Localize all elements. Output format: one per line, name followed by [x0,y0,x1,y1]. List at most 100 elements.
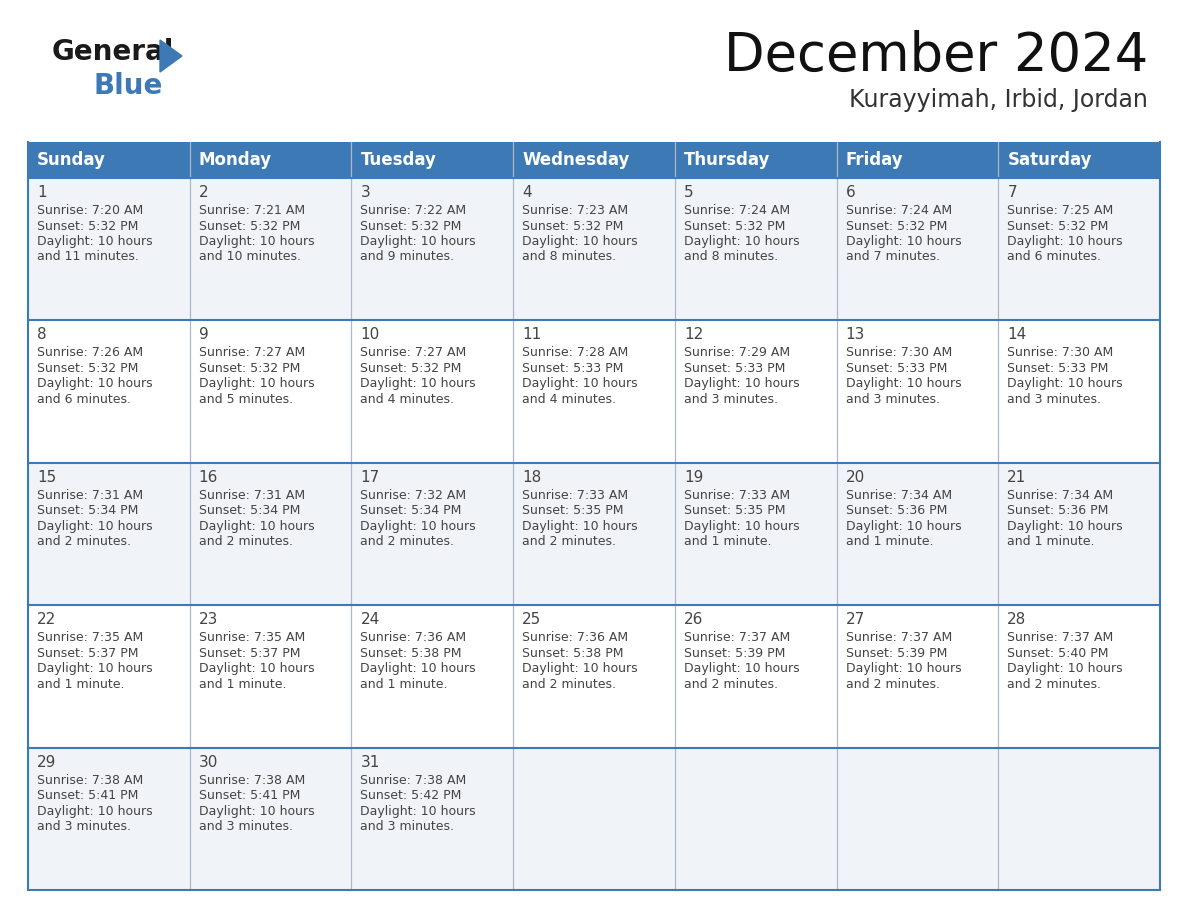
Bar [29,747,1159,890]
Text: 28: 28 [1007,612,1026,627]
Text: Daylight: 10 hours: Daylight: 10 hours [37,804,152,818]
Text: and 1 minute.: and 1 minute. [360,677,448,690]
Text: Sunrise: 7:34 AM: Sunrise: 7:34 AM [846,488,952,502]
Text: 24: 24 [360,612,380,627]
Text: Sunset: 5:32 PM: Sunset: 5:32 PM [846,219,947,232]
Text: and 3 minutes.: and 3 minutes. [684,393,778,406]
Text: 17: 17 [360,470,380,485]
Text: Sunset: 5:39 PM: Sunset: 5:39 PM [846,646,947,660]
Text: 23: 23 [198,612,219,627]
Bar [29,142,1159,178]
Text: and 1 minute.: and 1 minute. [684,535,771,548]
Text: Tuesday: Tuesday [360,151,436,169]
Text: Sunset: 5:34 PM: Sunset: 5:34 PM [198,504,301,518]
Text: 19: 19 [684,470,703,485]
Text: Monday: Monday [198,151,272,169]
Text: Sunrise: 7:33 AM: Sunrise: 7:33 AM [684,488,790,502]
Text: Daylight: 10 hours: Daylight: 10 hours [1007,520,1123,532]
Text: Sunrise: 7:26 AM: Sunrise: 7:26 AM [37,346,143,360]
Text: Daylight: 10 hours: Daylight: 10 hours [523,377,638,390]
Text: 8: 8 [37,328,46,342]
Text: General: General [52,38,175,66]
Text: and 2 minutes.: and 2 minutes. [684,677,778,690]
Text: Daylight: 10 hours: Daylight: 10 hours [523,662,638,676]
Text: Daylight: 10 hours: Daylight: 10 hours [523,520,638,532]
Text: Daylight: 10 hours: Daylight: 10 hours [37,377,152,390]
Text: Sunrise: 7:37 AM: Sunrise: 7:37 AM [684,632,790,644]
Text: and 5 minutes.: and 5 minutes. [198,393,292,406]
Text: Sunrise: 7:25 AM: Sunrise: 7:25 AM [1007,204,1113,217]
Text: 11: 11 [523,328,542,342]
Text: Sunset: 5:33 PM: Sunset: 5:33 PM [523,362,624,375]
Text: and 2 minutes.: and 2 minutes. [523,535,617,548]
Text: Sunset: 5:32 PM: Sunset: 5:32 PM [360,362,462,375]
Text: 20: 20 [846,470,865,485]
Text: and 3 minutes.: and 3 minutes. [37,820,131,834]
Text: Daylight: 10 hours: Daylight: 10 hours [198,235,315,248]
Text: and 3 minutes.: and 3 minutes. [846,393,940,406]
Bar [29,463,1159,605]
Text: 31: 31 [360,755,380,769]
Text: Sunset: 5:35 PM: Sunset: 5:35 PM [523,504,624,518]
Text: Daylight: 10 hours: Daylight: 10 hours [1007,662,1123,676]
Text: Sunset: 5:40 PM: Sunset: 5:40 PM [1007,646,1108,660]
Text: 14: 14 [1007,328,1026,342]
Text: Sunset: 5:32 PM: Sunset: 5:32 PM [37,219,138,232]
Text: Sunrise: 7:21 AM: Sunrise: 7:21 AM [198,204,305,217]
Text: 9: 9 [198,328,208,342]
Text: Sunrise: 7:27 AM: Sunrise: 7:27 AM [360,346,467,360]
Text: and 2 minutes.: and 2 minutes. [523,677,617,690]
Text: Sunrise: 7:31 AM: Sunrise: 7:31 AM [37,488,143,502]
Text: Sunset: 5:34 PM: Sunset: 5:34 PM [37,504,138,518]
Text: and 9 minutes.: and 9 minutes. [360,251,455,263]
Text: Saturday: Saturday [1007,151,1092,169]
Text: Sunrise: 7:37 AM: Sunrise: 7:37 AM [846,632,952,644]
Text: 30: 30 [198,755,219,769]
Text: Daylight: 10 hours: Daylight: 10 hours [684,377,800,390]
Text: 16: 16 [198,470,219,485]
Text: Sunrise: 7:22 AM: Sunrise: 7:22 AM [360,204,467,217]
Text: and 2 minutes.: and 2 minutes. [198,535,292,548]
Text: Sunset: 5:34 PM: Sunset: 5:34 PM [360,504,462,518]
Text: Sunday: Sunday [37,151,106,169]
Text: and 1 minute.: and 1 minute. [846,535,933,548]
Text: and 1 minute.: and 1 minute. [37,677,125,690]
Text: and 1 minute.: and 1 minute. [198,677,286,690]
Text: and 6 minutes.: and 6 minutes. [1007,251,1101,263]
Text: Daylight: 10 hours: Daylight: 10 hours [846,662,961,676]
Text: Sunrise: 7:23 AM: Sunrise: 7:23 AM [523,204,628,217]
Text: Sunrise: 7:38 AM: Sunrise: 7:38 AM [37,774,144,787]
Text: Daylight: 10 hours: Daylight: 10 hours [684,520,800,532]
Text: 6: 6 [846,185,855,200]
Text: and 8 minutes.: and 8 minutes. [684,251,778,263]
Text: Daylight: 10 hours: Daylight: 10 hours [198,662,315,676]
Text: Sunrise: 7:36 AM: Sunrise: 7:36 AM [360,632,467,644]
Text: Sunset: 5:38 PM: Sunset: 5:38 PM [360,646,462,660]
Text: Sunrise: 7:35 AM: Sunrise: 7:35 AM [198,632,305,644]
Text: Daylight: 10 hours: Daylight: 10 hours [1007,377,1123,390]
Text: 1: 1 [37,185,46,200]
Text: 2: 2 [198,185,208,200]
Text: and 3 minutes.: and 3 minutes. [198,820,292,834]
Text: Sunset: 5:32 PM: Sunset: 5:32 PM [1007,219,1108,232]
Text: December 2024: December 2024 [723,30,1148,82]
Text: Daylight: 10 hours: Daylight: 10 hours [37,520,152,532]
Text: Sunset: 5:36 PM: Sunset: 5:36 PM [1007,504,1108,518]
Text: Daylight: 10 hours: Daylight: 10 hours [37,662,152,676]
Text: and 7 minutes.: and 7 minutes. [846,251,940,263]
Text: and 4 minutes.: and 4 minutes. [360,393,455,406]
Text: Daylight: 10 hours: Daylight: 10 hours [198,377,315,390]
Text: 5: 5 [684,185,694,200]
Text: Sunrise: 7:34 AM: Sunrise: 7:34 AM [1007,488,1113,502]
Text: and 2 minutes.: and 2 minutes. [846,677,940,690]
Text: Sunrise: 7:31 AM: Sunrise: 7:31 AM [198,488,305,502]
Text: and 8 minutes.: and 8 minutes. [523,251,617,263]
Text: 18: 18 [523,470,542,485]
Text: Daylight: 10 hours: Daylight: 10 hours [37,235,152,248]
Text: Sunrise: 7:29 AM: Sunrise: 7:29 AM [684,346,790,360]
Text: Kurayyimah, Irbid, Jordan: Kurayyimah, Irbid, Jordan [849,88,1148,112]
Text: Daylight: 10 hours: Daylight: 10 hours [360,235,476,248]
Text: 15: 15 [37,470,56,485]
Text: 3: 3 [360,185,371,200]
Text: Sunrise: 7:33 AM: Sunrise: 7:33 AM [523,488,628,502]
